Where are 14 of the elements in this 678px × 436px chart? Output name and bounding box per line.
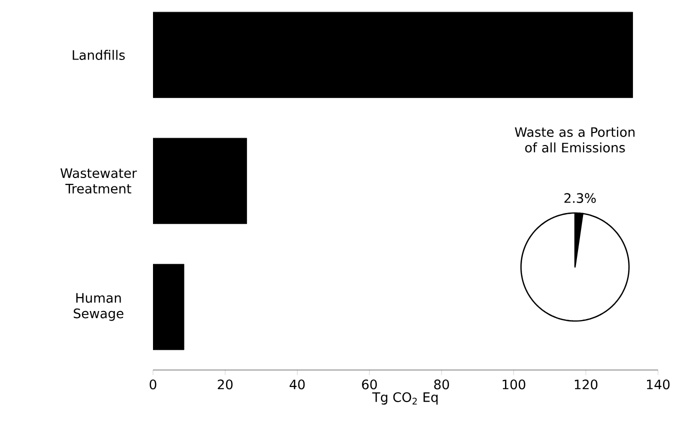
x-tick-label: 120 [574, 380, 598, 390]
x-tick-label: 60 [362, 380, 377, 390]
x-tick-label: 80 [434, 380, 449, 390]
chart-title: Waste as a Portion of all Emissions [514, 126, 634, 152]
x-tick-label: 140 [647, 380, 670, 390]
x-tick-label: 40 [290, 380, 305, 390]
y-tick-label: Wastewater Treatment [60, 168, 137, 194]
x-tick-label: 100 [502, 380, 526, 390]
data-label: 2.3% [564, 193, 596, 203]
x-tick-label: 0 [150, 380, 156, 390]
y-tick-label: Human Sewage [74, 293, 124, 321]
x-tick-label: 20 [218, 380, 233, 390]
x-axis-title: Tg CO$_{2}$ Eq [372, 392, 438, 405]
y-tick-label: Landfills [72, 50, 125, 60]
